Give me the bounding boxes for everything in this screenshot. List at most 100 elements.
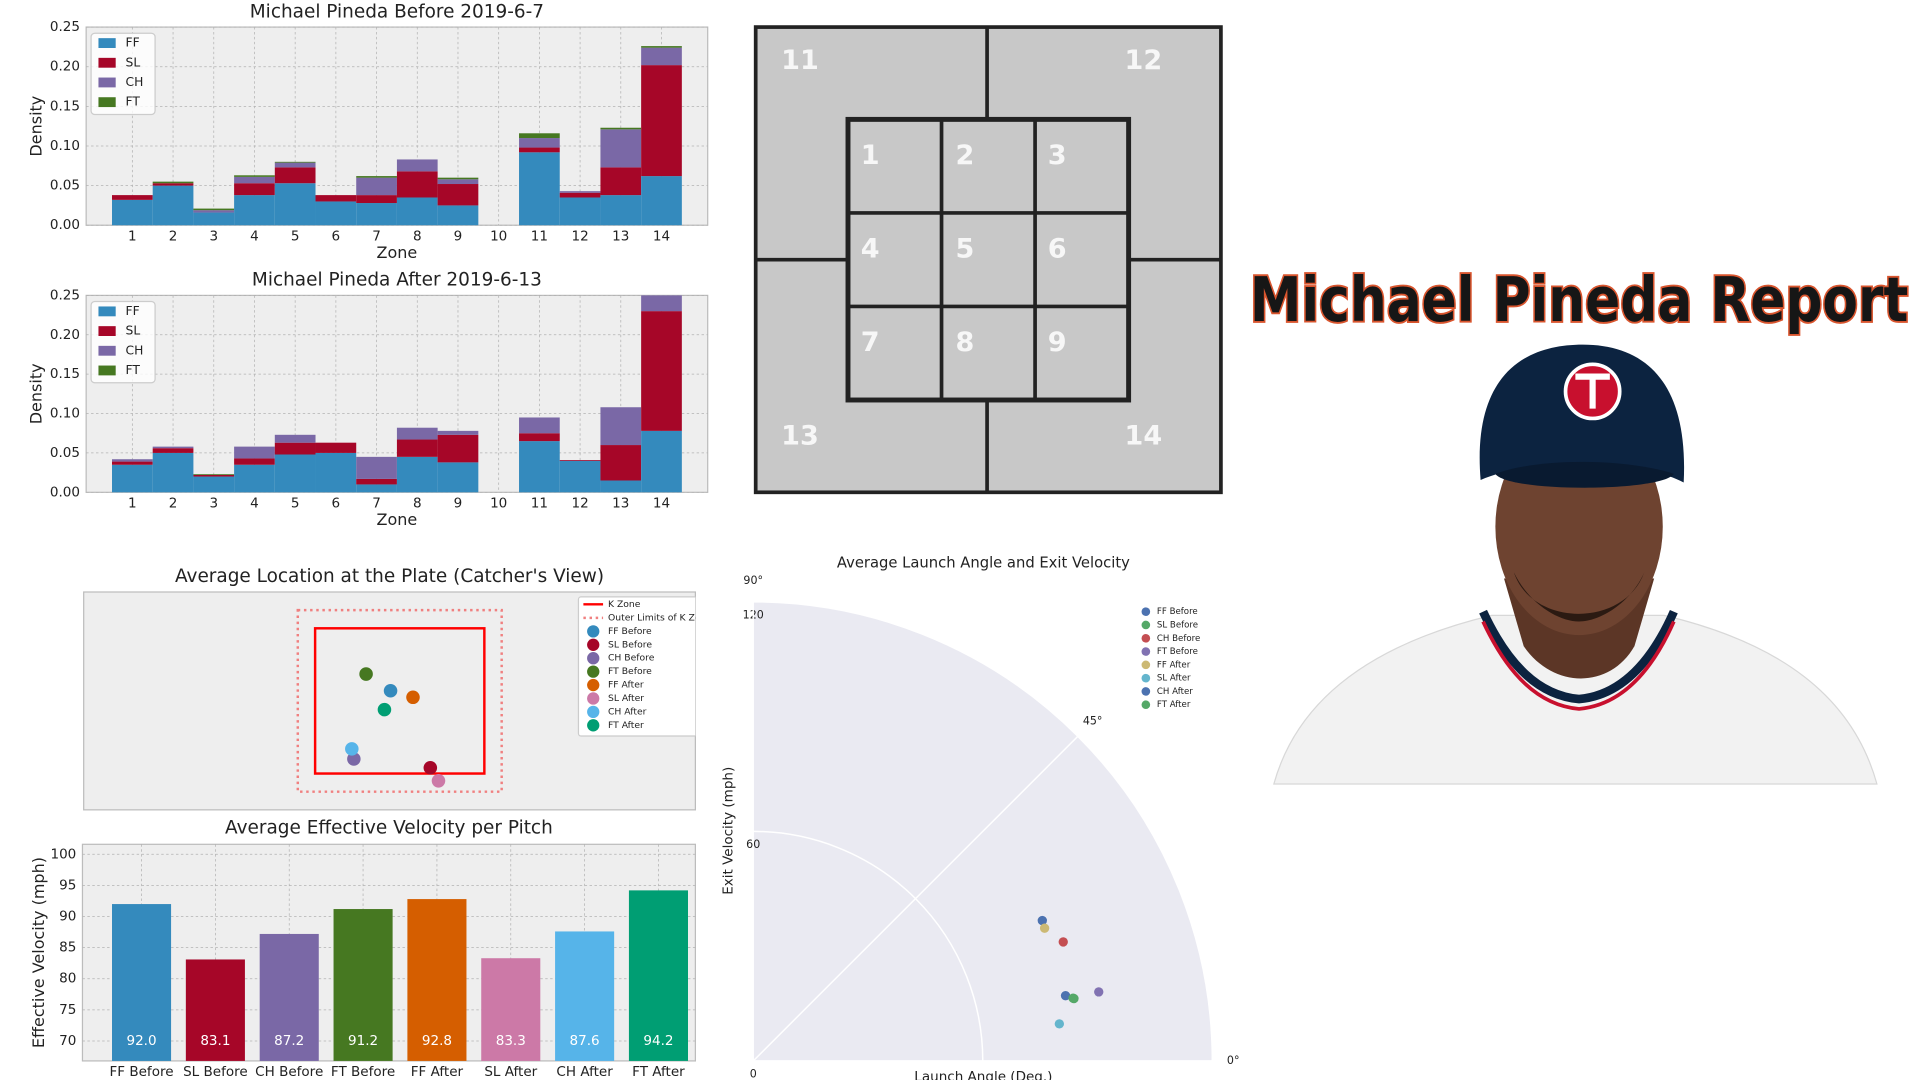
x-tick-label: 2 [169,495,178,511]
bar-segment [112,459,153,462]
y-tick-label: 0.00 [50,484,80,500]
bar [333,909,393,1061]
value-label: 91.2 [348,1033,378,1049]
bar-segment [600,445,642,481]
legend-swatch [1141,633,1151,643]
x-tick-label: 14 [653,495,670,511]
bar-segment [152,185,194,226]
bar-segment [641,46,682,48]
legend-box [577,596,696,737]
x-tick-label: FF Before [110,1064,174,1080]
legend-label: FT After [1157,700,1191,710]
value-label: 83.1 [200,1033,230,1049]
bar-segment [356,456,397,479]
bar-segment [274,454,316,493]
y-tick-label: 95 [59,877,76,893]
bar-segment [356,484,397,493]
legend-label: FF Before [608,626,652,637]
bar-segment [641,47,682,66]
bar-segment [519,433,560,442]
point [1068,993,1078,1003]
legend-swatch [98,97,116,108]
bar-segment [600,480,642,493]
point [431,774,446,788]
point [406,690,420,705]
bar-segment [193,474,235,477]
bar-segment [600,407,642,446]
bar-segment [600,127,642,130]
outer-zone [296,608,503,793]
bar [407,899,467,1061]
point [1058,937,1068,947]
legend-label: FT [126,363,141,377]
bar [481,958,541,1061]
zone-label: 6 [1048,233,1067,264]
legend-swatch [1141,647,1151,656]
legend-box [90,32,156,116]
bar-segment [396,456,438,493]
x-axis-label: Zone [377,243,418,262]
legend-swatch [1141,700,1151,710]
legend-swatch [98,345,116,356]
y-tick-label: 70 [59,1033,76,1049]
bar-segment [112,195,153,200]
x-tick-label: FF After [411,1064,464,1080]
bar-segment [112,464,153,493]
bar-segment [519,441,560,493]
legend-label: FT Before [608,666,652,677]
x-tick-label: 10 [490,495,507,511]
y-tick-label: 0.10 [50,406,80,422]
bar-segment [396,439,438,457]
bar-segment [274,434,316,443]
legend-swatch [98,77,116,88]
chart-title: Average Launch Angle and Exit Velocity [837,555,1130,572]
legend-swatch [98,326,116,336]
zone-label: 9 [1048,327,1067,358]
chart-title: Average Effective Velocity per Pitch [225,817,553,838]
point [423,760,438,775]
legend-label: FT Before [1157,647,1198,657]
bar-segment [356,177,397,196]
value-label: 87.6 [570,1033,600,1049]
k-zone [313,627,486,775]
legend-label: K Zone [608,599,641,610]
legend-swatch [587,705,600,719]
r-tick-label: 0 [750,1067,757,1080]
bar-segment [600,195,642,226]
legend-label: SL Before [608,639,652,650]
zone-label: 8 [956,327,975,358]
bar-segment [396,171,438,198]
bar-segment [356,176,397,178]
bar [185,959,245,1061]
bar-segment [193,476,235,493]
bar-segment [641,430,682,493]
theta-tick-label: 90° [743,574,763,587]
bar-segment [234,446,275,459]
collar-trim [1481,620,1676,711]
bar-segment [559,460,601,493]
x-tick-label: 9 [454,495,463,511]
bar-segment [437,179,479,185]
bar-segment [234,458,275,465]
legend-label: FF After [1157,660,1191,670]
zone-labels: 11 121 2 34 5 67 8 913 14 [781,45,1162,451]
bar-segment [641,295,682,312]
bar-segment [600,167,642,196]
y-tick-label: 0.20 [50,327,80,343]
bar-segment [274,183,316,226]
legend-swatch [1141,607,1151,616]
legend-label: CH [126,343,144,357]
x-tick-label: CH After [556,1064,613,1080]
zone-label: 5 [956,233,975,264]
y-tick-label: 0.20 [50,59,80,75]
bar-segment [559,197,601,226]
bar-segment [112,199,153,226]
bar-segment [193,208,235,211]
bar-segment [519,152,560,226]
chart-title: Average Location at the Plate (Catcher's… [175,566,604,587]
legend-swatch [587,652,600,665]
legend-label: CH [126,75,144,89]
bar-segment [356,203,397,226]
bar-segment [396,427,438,440]
legend-label: SL After [608,693,644,704]
